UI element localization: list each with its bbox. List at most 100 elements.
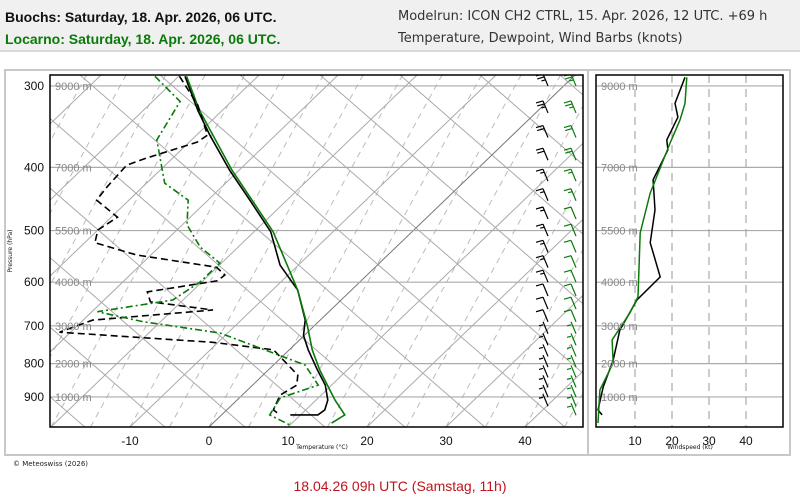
wind-barb-staff <box>542 384 549 398</box>
wind-barb-staff <box>542 188 549 201</box>
wind-barb-flag <box>535 147 544 151</box>
height-label: 7000 m <box>601 162 638 174</box>
wind-barb-half <box>540 242 545 245</box>
wind-barb <box>563 269 577 283</box>
wind-barb-staff <box>542 365 549 378</box>
mixing-ratio-line <box>169 75 364 427</box>
pressure-tick-label: 500 <box>24 224 44 238</box>
windspeed-tick-label: 30 <box>702 434 716 448</box>
wind-barb <box>538 354 549 368</box>
isotherm <box>50 75 339 353</box>
dry-adiabat <box>640 75 800 427</box>
chart-frame <box>4 69 791 456</box>
wind-barb-staff <box>570 375 577 388</box>
wind-barb-staff <box>570 206 577 220</box>
mixing-ratio-line <box>327 75 522 427</box>
wind-barb-staff <box>570 255 577 268</box>
mixing-ratio-line <box>524 320 583 427</box>
wind-barb-staff <box>570 402 577 416</box>
wind-barb-staff <box>570 365 577 378</box>
pressure-tick-label: 300 <box>24 79 44 93</box>
wind-barb <box>563 124 577 138</box>
locarno-windspeed-line <box>597 77 688 424</box>
isotherm <box>287 142 583 427</box>
wind-barb-flag <box>563 206 572 210</box>
wind-barb-half <box>538 335 544 338</box>
wind-barb <box>563 223 577 237</box>
wind-barb <box>538 344 549 357</box>
wind-barb-staff <box>570 384 577 398</box>
windspeed-border <box>595 74 784 428</box>
wind-barb-flag <box>563 269 572 273</box>
wind-barb <box>535 168 549 182</box>
wind-barb-half <box>538 357 544 360</box>
height-label: 5500 m <box>55 226 92 238</box>
dry-adiabat <box>479 75 583 166</box>
wind-barb <box>535 255 549 268</box>
wind-barb-half <box>538 396 544 399</box>
wind-barb <box>535 239 549 253</box>
wind-barb <box>566 365 577 378</box>
isotherm <box>50 75 260 277</box>
wind-barb <box>535 188 549 201</box>
dry-adiabat <box>50 326 166 427</box>
wind-barb-half <box>540 209 545 212</box>
pressure-tick-label: 600 <box>24 275 44 289</box>
wind-barb-staff <box>570 240 577 253</box>
wind-barb-flag <box>535 283 544 287</box>
wind-barb <box>566 321 577 335</box>
wind-barb-flag <box>565 127 573 132</box>
wind-barb-staff <box>542 321 549 335</box>
wind-barb-half <box>540 226 545 229</box>
wind-barb-staff <box>542 296 549 310</box>
locarno-dewpoint-line <box>97 75 320 426</box>
wind-barb-staff <box>542 255 549 268</box>
height-label: 4000 m <box>55 277 92 289</box>
wind-barb-flag <box>535 188 544 192</box>
pressure-tick-label: 700 <box>24 319 44 333</box>
temperature-tick-label: 20 <box>360 434 374 448</box>
wind-barb-flag <box>563 147 572 151</box>
wind-barb-flag <box>535 239 544 243</box>
wind-barb-staff <box>570 168 577 182</box>
mixing-ratio-line <box>90 75 285 427</box>
modelrun-info: Modelrun: ICON CH2 CTRL, 15. Apr. 2026, … <box>398 9 768 24</box>
wind-barb-staff <box>542 75 549 87</box>
wind-barb-staff <box>542 394 549 407</box>
wind-barb-staff <box>570 188 577 201</box>
wind-barb <box>563 296 577 310</box>
wind-barb-half <box>538 324 544 327</box>
wind-barb <box>563 283 577 297</box>
wind-barb-flag <box>565 76 573 80</box>
wind-barb <box>563 309 577 322</box>
wind-barb-flag <box>563 239 572 243</box>
wind-barb-half <box>541 79 546 82</box>
wind-barb <box>535 283 549 297</box>
wind-barb-staff <box>542 100 549 114</box>
wind-barb <box>563 239 577 253</box>
wind-barb-flag <box>535 296 544 300</box>
windspeed-axis-label: Windspeed (kt) <box>667 444 713 451</box>
wind-barb-half <box>566 367 572 371</box>
height-label: 7000 m <box>55 162 92 174</box>
mixing-ratio-line <box>208 75 404 427</box>
mixing-ratio-line <box>445 176 583 427</box>
wind-barb <box>566 333 577 346</box>
wind-barb-flag <box>563 223 572 227</box>
windspeed-plot <box>596 75 783 427</box>
wind-barb-flag <box>563 255 572 259</box>
wind-barb-half <box>566 346 572 350</box>
dry-adiabat <box>720 75 800 427</box>
wind-barb-half <box>566 335 572 338</box>
dry-adiabat <box>50 117 406 427</box>
wind-barb-half <box>540 171 545 174</box>
header: Buochs: Saturday, 18. Apr. 2026, 06 UTC.… <box>0 0 800 52</box>
mixing-ratio-line <box>366 75 562 427</box>
pressure-tick-label: 400 <box>24 160 44 174</box>
windspeed-tick-label: 10 <box>628 434 642 448</box>
height-label: 9000 m <box>601 81 638 93</box>
wind-barb <box>563 206 577 220</box>
wind-barb <box>563 147 577 161</box>
mixing-ratio-line <box>604 75 798 427</box>
